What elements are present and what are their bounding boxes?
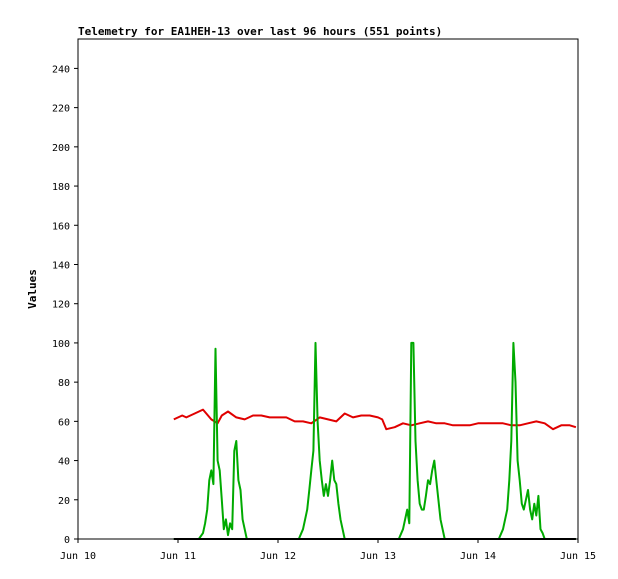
x-tick-label: Jun 11 bbox=[160, 551, 196, 562]
x-tick-label: Jun 13 bbox=[360, 551, 396, 562]
series-line-1 bbox=[173, 408, 577, 431]
y-tick-label: 200 bbox=[52, 143, 70, 154]
y-tick-label: 160 bbox=[52, 221, 70, 232]
y-tick-label: 40 bbox=[58, 457, 70, 468]
y-tick-label: 180 bbox=[52, 182, 70, 193]
y-tick-label: 80 bbox=[58, 378, 70, 389]
y-tick-label: 140 bbox=[52, 260, 70, 271]
y-tick-label: 120 bbox=[52, 300, 70, 311]
chart-title: Telemetry for EA1HEH-13 over last 96 hou… bbox=[78, 25, 442, 38]
x-tick-label: Jun 14 bbox=[460, 551, 496, 562]
y-tick-label: 100 bbox=[52, 339, 70, 350]
y-tick-label: 220 bbox=[52, 104, 70, 115]
x-tick-label: Jun 15 bbox=[560, 551, 596, 562]
y-axis: 0 20 40 60 80 100 120 140 160 180 200 220 240 bbox=[52, 64, 78, 546]
plot-frame bbox=[77, 38, 579, 540]
x-axis: Jun 10 Jun 11 Jun 12 Jun 13 Jun 14 Jun 15 bbox=[60, 539, 596, 562]
y-axis-label: Values bbox=[26, 269, 39, 309]
y-tick-label: 240 bbox=[52, 64, 70, 75]
series-group bbox=[173, 341, 577, 540]
y-tick-label: 0 bbox=[64, 535, 70, 546]
y-tick-label: 20 bbox=[58, 496, 70, 507]
x-tick-label: Jun 12 bbox=[260, 551, 296, 562]
x-tick-label: Jun 10 bbox=[60, 551, 96, 562]
y-tick-label: 60 bbox=[58, 417, 70, 428]
